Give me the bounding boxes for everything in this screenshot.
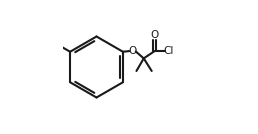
Text: O: O (150, 30, 159, 40)
Text: O: O (129, 46, 137, 56)
Text: Cl: Cl (164, 46, 174, 56)
